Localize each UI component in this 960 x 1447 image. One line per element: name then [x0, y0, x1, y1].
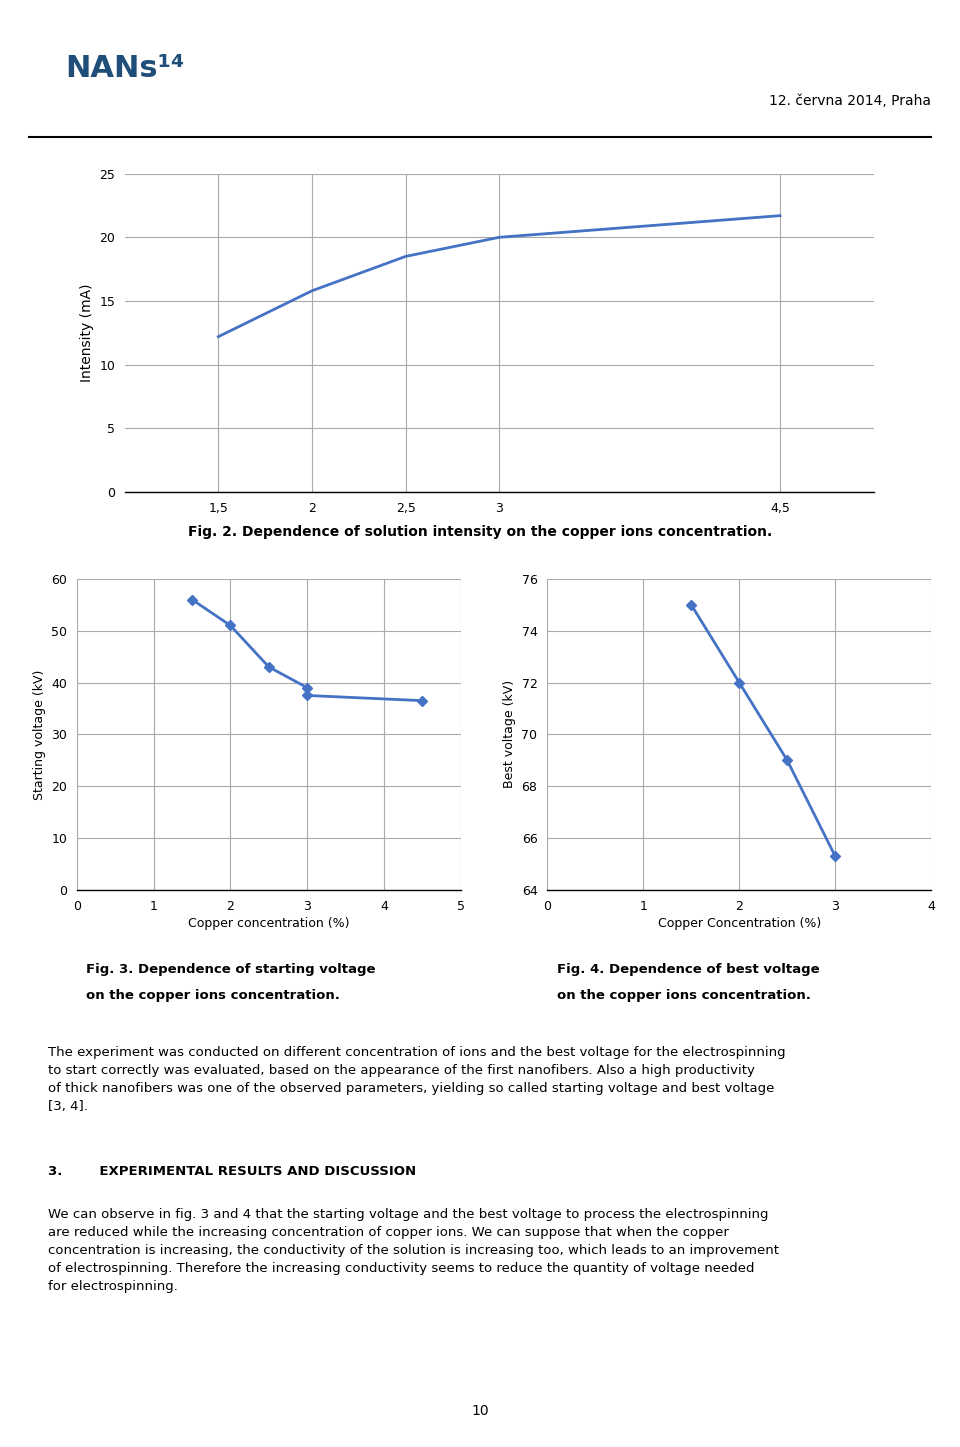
Text: NANs¹⁴: NANs¹⁴: [65, 54, 184, 84]
Text: 12. června 2014, Praha: 12. června 2014, Praha: [769, 94, 931, 109]
Text: Fig. 4. Dependence of best voltage: Fig. 4. Dependence of best voltage: [557, 964, 820, 975]
Text: The experiment was conducted on different concentration of ions and the best vol: The experiment was conducted on differen…: [48, 1046, 785, 1113]
Text: 10: 10: [471, 1404, 489, 1418]
Text: on the copper ions concentration.: on the copper ions concentration.: [557, 990, 810, 1001]
Text: Copper Concentration (%): Copper Concentration (%): [658, 917, 821, 929]
Y-axis label: Best voltage (kV): Best voltage (kV): [503, 680, 516, 789]
Text: We can observe in fig. 3 and 4 that the starting voltage and the best voltage to: We can observe in fig. 3 and 4 that the …: [48, 1208, 779, 1294]
Text: on the copper ions concentration.: on the copper ions concentration.: [86, 990, 340, 1001]
Text: Fig. 2. Dependence of solution intensity on the copper ions concentration.: Fig. 2. Dependence of solution intensity…: [188, 525, 772, 540]
Text: Fig. 3. Dependence of starting voltage: Fig. 3. Dependence of starting voltage: [86, 964, 376, 975]
Text: Copper concentration (%): Copper concentration (%): [188, 917, 349, 929]
Y-axis label: Intensity (mA): Intensity (mA): [80, 284, 94, 382]
Text: 3.        EXPERIMENTAL RESULTS AND DISCUSSION: 3. EXPERIMENTAL RESULTS AND DISCUSSION: [48, 1165, 416, 1178]
Y-axis label: Starting voltage (kV): Starting voltage (kV): [33, 669, 45, 800]
